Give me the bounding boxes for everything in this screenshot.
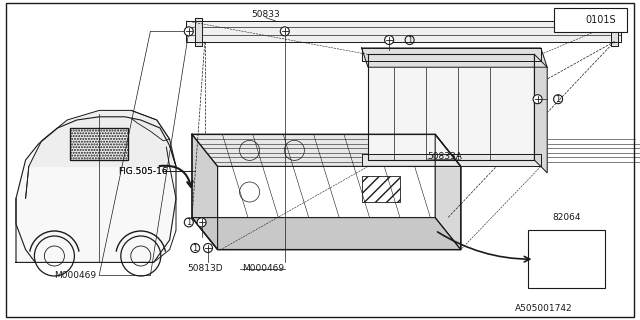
Text: 1: 1 xyxy=(407,36,412,44)
Polygon shape xyxy=(362,48,541,61)
Text: 50813D: 50813D xyxy=(187,264,223,273)
Text: 1: 1 xyxy=(556,95,561,104)
Polygon shape xyxy=(29,110,176,166)
Bar xyxy=(362,176,400,202)
Polygon shape xyxy=(192,134,218,250)
Polygon shape xyxy=(16,117,176,262)
Text: A505001742: A505001742 xyxy=(515,304,573,313)
Text: 1: 1 xyxy=(560,15,565,25)
Polygon shape xyxy=(611,18,618,46)
Circle shape xyxy=(184,27,193,36)
Bar xyxy=(554,8,627,32)
Polygon shape xyxy=(534,54,547,173)
Circle shape xyxy=(533,95,542,104)
Text: 82064: 82064 xyxy=(552,213,580,222)
Polygon shape xyxy=(362,154,541,166)
Bar xyxy=(70,128,128,160)
Circle shape xyxy=(197,218,206,227)
Text: M000469: M000469 xyxy=(242,264,284,273)
Text: M000469: M000469 xyxy=(54,271,97,280)
Text: FIG.505-16: FIG.505-16 xyxy=(118,167,168,176)
Polygon shape xyxy=(435,134,461,250)
Bar xyxy=(70,128,128,160)
Text: 50833A: 50833A xyxy=(428,152,462,161)
Polygon shape xyxy=(195,18,202,46)
Text: 1: 1 xyxy=(193,244,198,252)
Polygon shape xyxy=(192,134,461,166)
Circle shape xyxy=(280,27,289,36)
Text: 50833: 50833 xyxy=(252,10,280,19)
Bar xyxy=(528,230,605,288)
Circle shape xyxy=(204,244,212,252)
Polygon shape xyxy=(186,21,621,42)
Text: 1: 1 xyxy=(186,218,191,227)
Polygon shape xyxy=(368,54,534,160)
Text: FIG.505-16: FIG.505-16 xyxy=(118,167,168,176)
Text: 0101S: 0101S xyxy=(585,15,616,25)
Polygon shape xyxy=(192,218,461,250)
Polygon shape xyxy=(362,48,547,67)
Circle shape xyxy=(385,36,394,44)
